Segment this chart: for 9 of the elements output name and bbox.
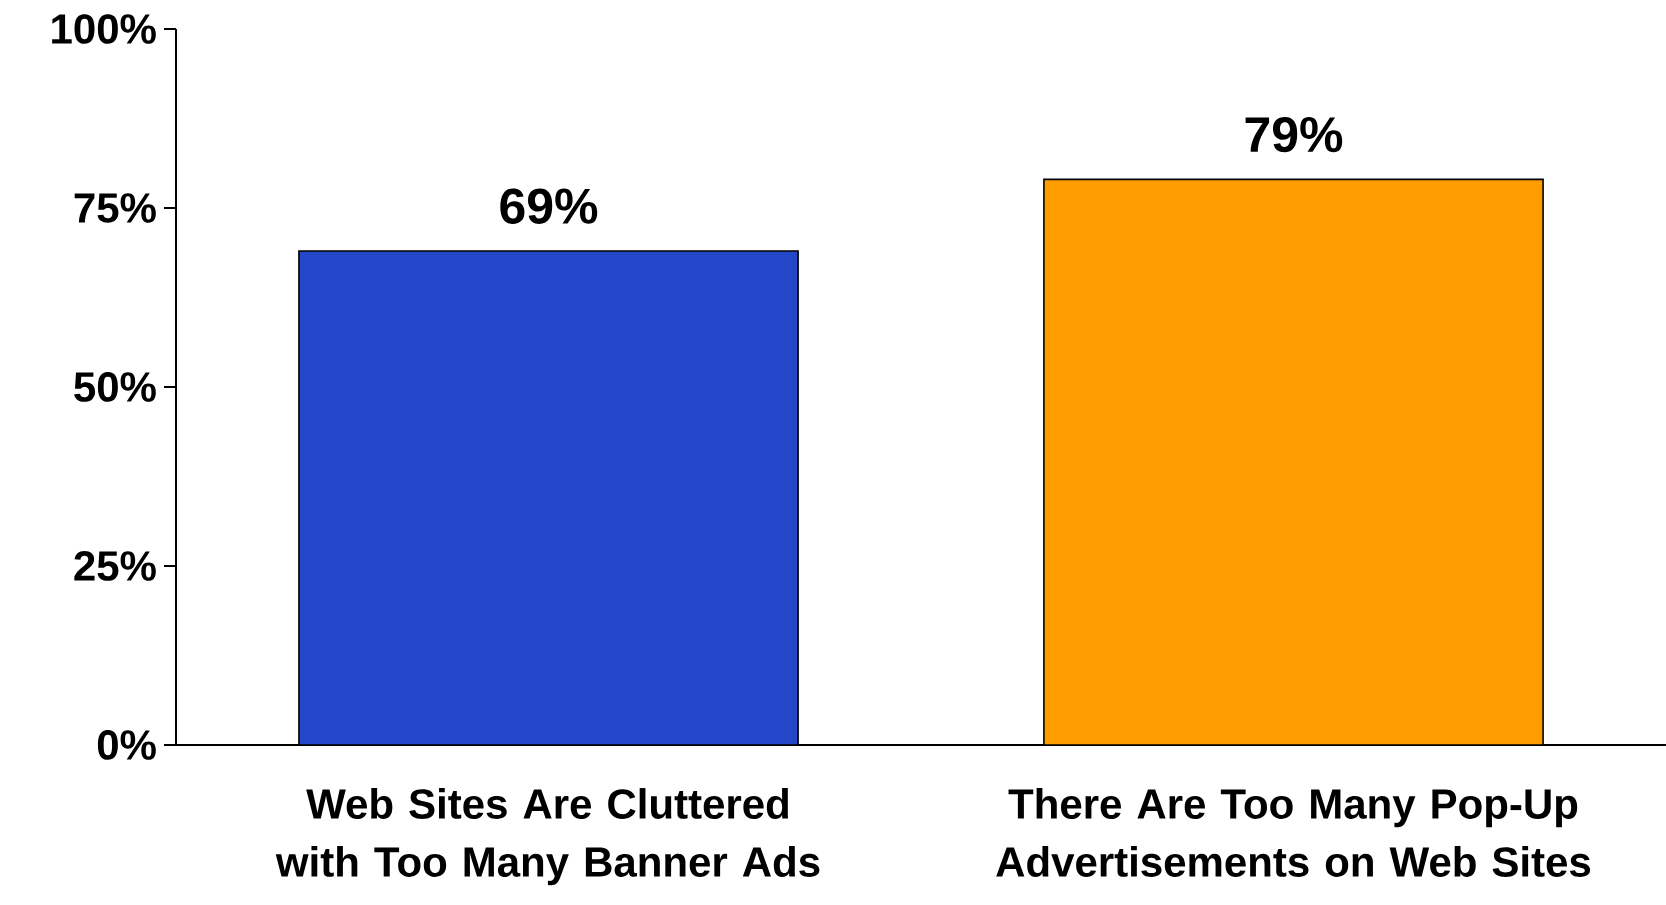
- x-tick-label: There Are Too Many Pop-Up Advertisements on Web Sites: [996, 788, 1591, 877]
- y-tick-label: 100%: [52, 14, 156, 44]
- y-tick-label: 50%: [74, 372, 156, 402]
- y-tick-label: 75%: [74, 193, 156, 223]
- y-tick-label: 0%: [97, 730, 156, 760]
- data-label: 79%: [1245, 116, 1343, 153]
- x-tick-label: Web Sites Are Cluttered with Too Many Banner Ads: [275, 788, 820, 886]
- y-tick-label: 25%: [74, 551, 156, 581]
- data-label: 69%: [500, 188, 598, 224]
